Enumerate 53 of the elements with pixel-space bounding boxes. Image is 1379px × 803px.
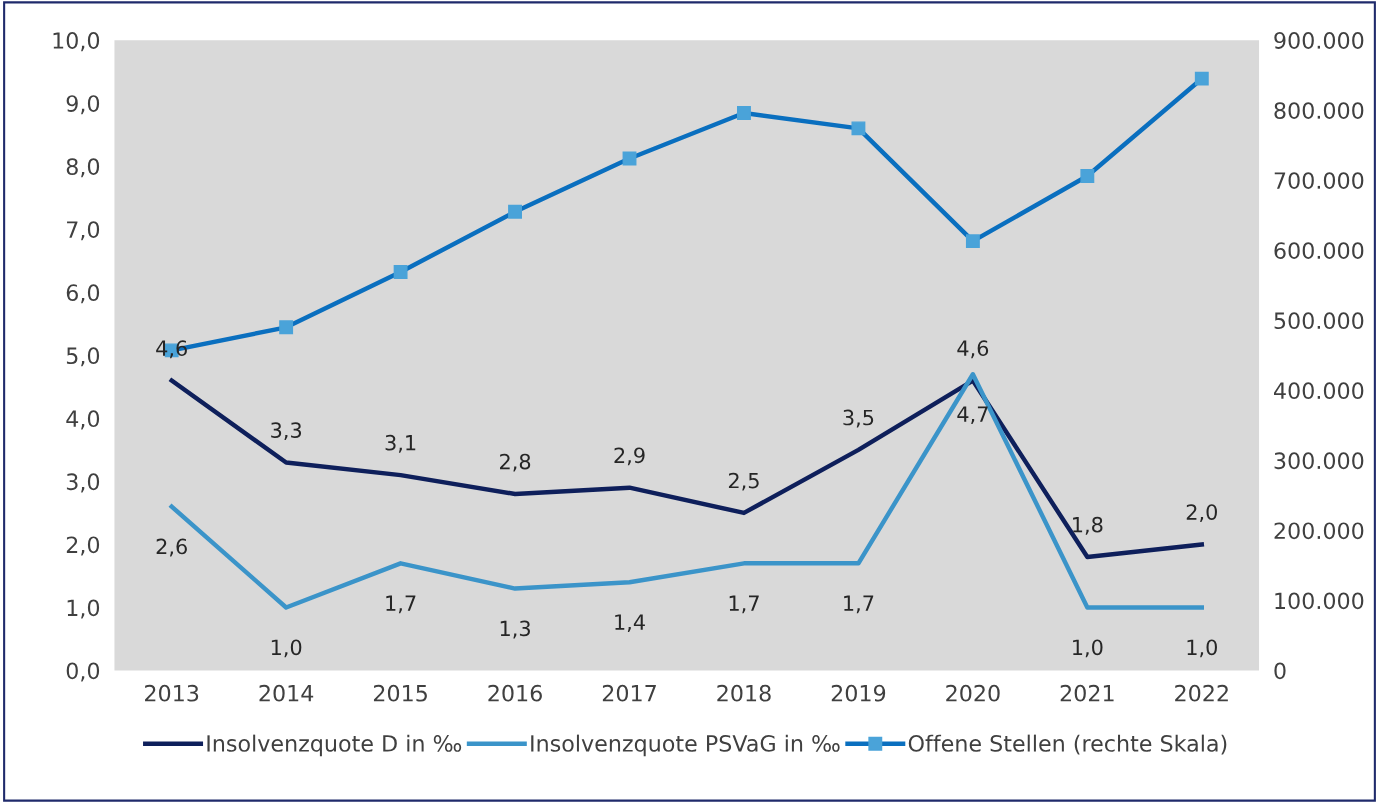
x-tick-label: 2013 (145, 684, 199, 702)
y2-tick-label: 800.000 (1274, 102, 1364, 119)
y-tick-label: 2,0 (66, 536, 100, 556)
data-label: 1,7 (844, 595, 874, 614)
y-tick-label: 10,0 (53, 32, 100, 52)
y2-tick-label: 100.000 (1275, 592, 1364, 610)
y-tick-label: 5,0 (66, 347, 100, 367)
x-tick-label: 2020 (946, 684, 1000, 702)
y-tick-label: 9,0 (66, 95, 100, 115)
x-tick-label: 2022 (1175, 684, 1228, 702)
x-tick-label: 2021 (1060, 684, 1114, 702)
y-tick-label: 7,0 (67, 221, 100, 241)
data-label: 1,7 (729, 595, 759, 614)
data-label: 4,6 (957, 340, 989, 359)
y2-tick-label: 500.000 (1274, 312, 1364, 330)
y2-tick-label: 700.000 (1274, 172, 1364, 189)
data-label: 1,8 (1073, 516, 1103, 535)
x-tick-label: 2016 (488, 684, 542, 702)
x-tick-label: 2018 (717, 684, 771, 702)
x-tick-label: 2017 (602, 684, 656, 702)
y-tick-label: 6,0 (66, 284, 100, 304)
y2-tick-label: 900.000 (1274, 32, 1364, 49)
y2-tick-label: 0 (1274, 662, 1286, 680)
y2-tick-label: 400.000 (1274, 382, 1364, 400)
y-tick-label: 8,0 (66, 158, 100, 178)
data-label: 1,3 (500, 620, 530, 639)
data-label: 3,5 (843, 409, 874, 428)
x-tick-label: 2015 (373, 684, 427, 702)
data-label: 1,4 (615, 614, 645, 633)
x-tick-label: 2019 (831, 684, 886, 702)
x-tick-label: 2014 (259, 684, 314, 702)
data-label: 3,3 (271, 422, 302, 441)
data-label: 2,9 (614, 447, 645, 466)
data-label: 2,8 (500, 453, 531, 472)
legend-label: Offene Stellen (rechte Skala) (908, 734, 1227, 755)
data-label: 2,0 (1186, 504, 1217, 523)
y2-tick-label: 200.000 (1274, 522, 1364, 540)
y2-tick-label: 600.000 (1274, 242, 1364, 260)
y2-tick-label: 300.000 (1274, 452, 1364, 470)
data-label: 1,7 (386, 595, 416, 614)
data-label: 3,1 (385, 434, 416, 453)
legend-label: Insolvenzquote PSVaG in ‰ (531, 734, 840, 757)
data-label: 1,0 (1073, 639, 1103, 658)
data-label: 4,7 (957, 406, 988, 425)
data-label: 2,5 (728, 472, 759, 491)
y-tick-label: 3,0 (66, 473, 100, 493)
y-tick-label: 0,0 (66, 662, 100, 682)
data-label: 1,0 (1187, 639, 1217, 658)
data-label: 1,0 (271, 639, 302, 658)
legend-label: Insolvenzquote D in ‰ (207, 734, 462, 757)
data-label: 2,6 (156, 538, 187, 557)
y-tick-label: 1,0 (67, 599, 100, 619)
y-tick-label: 4,0 (66, 410, 100, 430)
